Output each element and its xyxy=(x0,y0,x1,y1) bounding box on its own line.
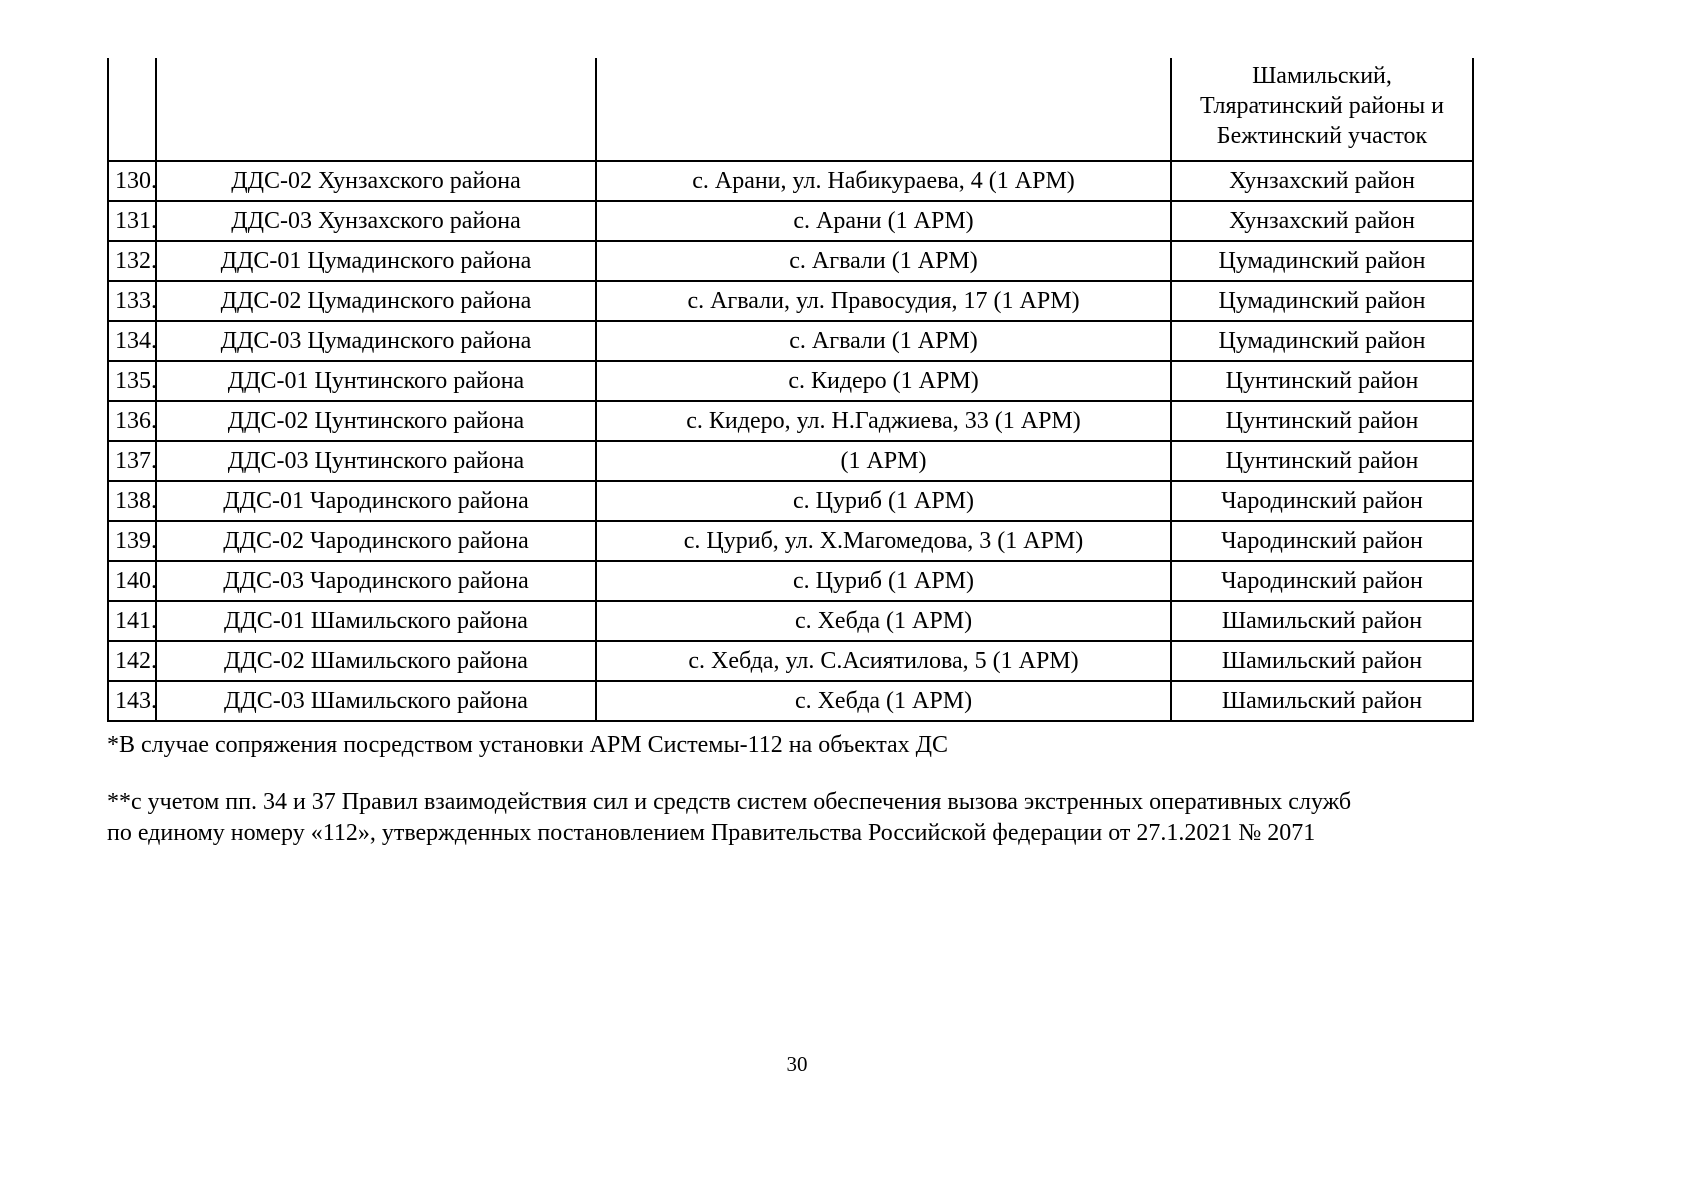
cell-district: Чародинский район xyxy=(1170,520,1474,562)
table-row: 139. ДДС-02 Чародинского района с. Цуриб… xyxy=(107,520,1474,562)
cell-number: 140. xyxy=(107,560,157,602)
cell-district: Шамильский, Тляратинский районы и Бежтин… xyxy=(1170,58,1474,162)
cell-address: с. Хебда, ул. С.Асиятилова, 5 (1 АРМ) xyxy=(595,640,1172,682)
table-row: 132. ДДС-01 Цумадинского района с. Агвал… xyxy=(107,240,1474,282)
table-row-continued: Шамильский, Тляратинский районы и Бежтин… xyxy=(107,58,1474,162)
cell-number xyxy=(107,58,157,162)
cell-dds-name: ДДС-03 Чародинского района xyxy=(155,560,597,602)
cell-dds-name: ДДС-02 Чародинского района xyxy=(155,520,597,562)
cell-number: 130. xyxy=(107,160,157,202)
cell-dds-name: ДДС-03 Шамильского района xyxy=(155,680,597,722)
table-row: 143. ДДС-03 Шамильского района с. Хебда … xyxy=(107,680,1474,722)
cell-district: Цумадинский район xyxy=(1170,280,1474,322)
dds-table: Шамильский, Тляратинский районы и Бежтин… xyxy=(107,58,1474,722)
cell-number: 138. xyxy=(107,480,157,522)
table-row: 140. ДДС-03 Чародинского района с. Цуриб… xyxy=(107,560,1474,602)
table-row: 141. ДДС-01 Шамильского района с. Хебда … xyxy=(107,600,1474,642)
cell-district: Хунзахский район xyxy=(1170,200,1474,242)
cell-district: Цумадинский район xyxy=(1170,240,1474,282)
table-row: 137. ДДС-03 Цунтинского района (1 АРМ) Ц… xyxy=(107,440,1474,482)
cell-address: с. Агвали (1 АРМ) xyxy=(595,320,1172,362)
table-row: 133. ДДС-02 Цумадинского района с. Агвал… xyxy=(107,280,1474,322)
cell-address: с. Арани, ул. Набикураева, 4 (1 АРМ) xyxy=(595,160,1172,202)
cell-dds-name: ДДС-02 Цунтинского района xyxy=(155,400,597,442)
cell-number: 131. xyxy=(107,200,157,242)
footnote-arm: *В случае сопряжения посредством установ… xyxy=(107,732,949,758)
cell-district: Цунтинский район xyxy=(1170,360,1474,402)
cell-dds-name: ДДС-01 Цумадинского района xyxy=(155,240,597,282)
cell-number: 136. xyxy=(107,400,157,442)
cell-district: Цумадинский район xyxy=(1170,320,1474,362)
cell-dds-name: ДДС-03 Цумадинского района xyxy=(155,320,597,362)
cell-number: 141. xyxy=(107,600,157,642)
cell-address: с. Цуриб (1 АРМ) xyxy=(595,480,1172,522)
cell-address: с. Агвали (1 АРМ) xyxy=(595,240,1172,282)
table-row: 131. ДДС-03 Хунзахского района с. Арани … xyxy=(107,200,1474,242)
table-row: 142. ДДС-02 Шамильского района с. Хебда,… xyxy=(107,640,1474,682)
cell-district: Шамильский район xyxy=(1170,600,1474,642)
cell-number: 139. xyxy=(107,520,157,562)
cell-address: с. Кидеро, ул. Н.Гаджиева, 33 (1 АРМ) xyxy=(595,400,1172,442)
cell-district: Чародинский район xyxy=(1170,480,1474,522)
cell-address xyxy=(595,58,1172,162)
cell-district: Чародинский район xyxy=(1170,560,1474,602)
cell-address: с. Арани (1 АРМ) xyxy=(595,200,1172,242)
cell-district: Шамильский район xyxy=(1170,640,1474,682)
footnote-rules: **с учетом пп. 34 и 37 Правил взаимодейс… xyxy=(107,789,1352,847)
cell-number: 134. xyxy=(107,320,157,362)
cell-dds-name: ДДС-01 Шамильского района xyxy=(155,600,597,642)
table-row: 138. ДДС-01 Чародинского района с. Цуриб… xyxy=(107,480,1474,522)
cell-address: с. Хебда (1 АРМ) xyxy=(595,600,1172,642)
cell-dds-name: ДДС-01 Цунтинского района xyxy=(155,360,597,402)
cell-district: Хунзахский район xyxy=(1170,160,1474,202)
table-row: 134. ДДС-03 Цумадинского района с. Агвал… xyxy=(107,320,1474,362)
cell-dds-name: ДДС-03 Цунтинского района xyxy=(155,440,597,482)
cell-number: 142. xyxy=(107,640,157,682)
table-row: 136. ДДС-02 Цунтинского района с. Кидеро… xyxy=(107,400,1474,442)
cell-address: (1 АРМ) xyxy=(595,440,1172,482)
table-row: 135. ДДС-01 Цунтинского района с. Кидеро… xyxy=(107,360,1474,402)
cell-dds-name: ДДС-03 Хунзахского района xyxy=(155,200,597,242)
cell-district: Цунтинский район xyxy=(1170,400,1474,442)
cell-number: 143. xyxy=(107,680,157,722)
cell-address: с. Хебда (1 АРМ) xyxy=(595,680,1172,722)
cell-address: с. Агвали, ул. Правосудия, 17 (1 АРМ) xyxy=(595,280,1172,322)
cell-dds-name: ДДС-02 Хунзахского района xyxy=(155,160,597,202)
cell-address: с. Цуриб (1 АРМ) xyxy=(595,560,1172,602)
cell-dds-name xyxy=(155,58,597,162)
cell-address: с. Цуриб, ул. Х.Магомедова, 3 (1 АРМ) xyxy=(595,520,1172,562)
cell-number: 132. xyxy=(107,240,157,282)
cell-dds-name: ДДС-01 Чародинского района xyxy=(155,480,597,522)
cell-district: Цунтинский район xyxy=(1170,440,1474,482)
cell-address: с. Кидеро (1 АРМ) xyxy=(595,360,1172,402)
page-number: 30 xyxy=(786,1052,808,1076)
cell-number: 133. xyxy=(107,280,157,322)
cell-dds-name: ДДС-02 Цумадинского района xyxy=(155,280,597,322)
cell-number: 135. xyxy=(107,360,157,402)
cell-dds-name: ДДС-02 Шамильского района xyxy=(155,640,597,682)
table-row: 130. ДДС-02 Хунзахского района с. Арани,… xyxy=(107,160,1474,202)
cell-district: Шамильский район xyxy=(1170,680,1474,722)
cell-number: 137. xyxy=(107,440,157,482)
